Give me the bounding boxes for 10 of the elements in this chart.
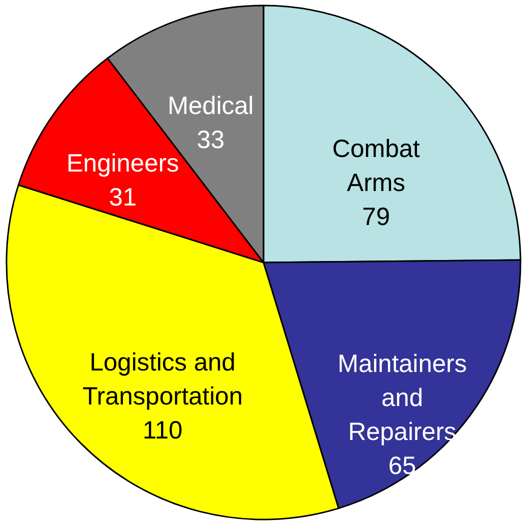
slice-label: Maintainers and Repairers xyxy=(338,350,467,446)
data-label: 31 xyxy=(108,184,137,212)
data-label: 33 xyxy=(196,126,225,154)
slice-label: Medical xyxy=(168,92,254,120)
slice-label: Engineers xyxy=(66,150,180,178)
data-label: 65 xyxy=(388,452,416,480)
slice-label: Logistics and Transportation xyxy=(82,348,243,410)
data-label: 79 xyxy=(362,202,390,231)
data-label: 110 xyxy=(142,416,183,444)
slice-label: Combat Arms xyxy=(332,134,420,197)
